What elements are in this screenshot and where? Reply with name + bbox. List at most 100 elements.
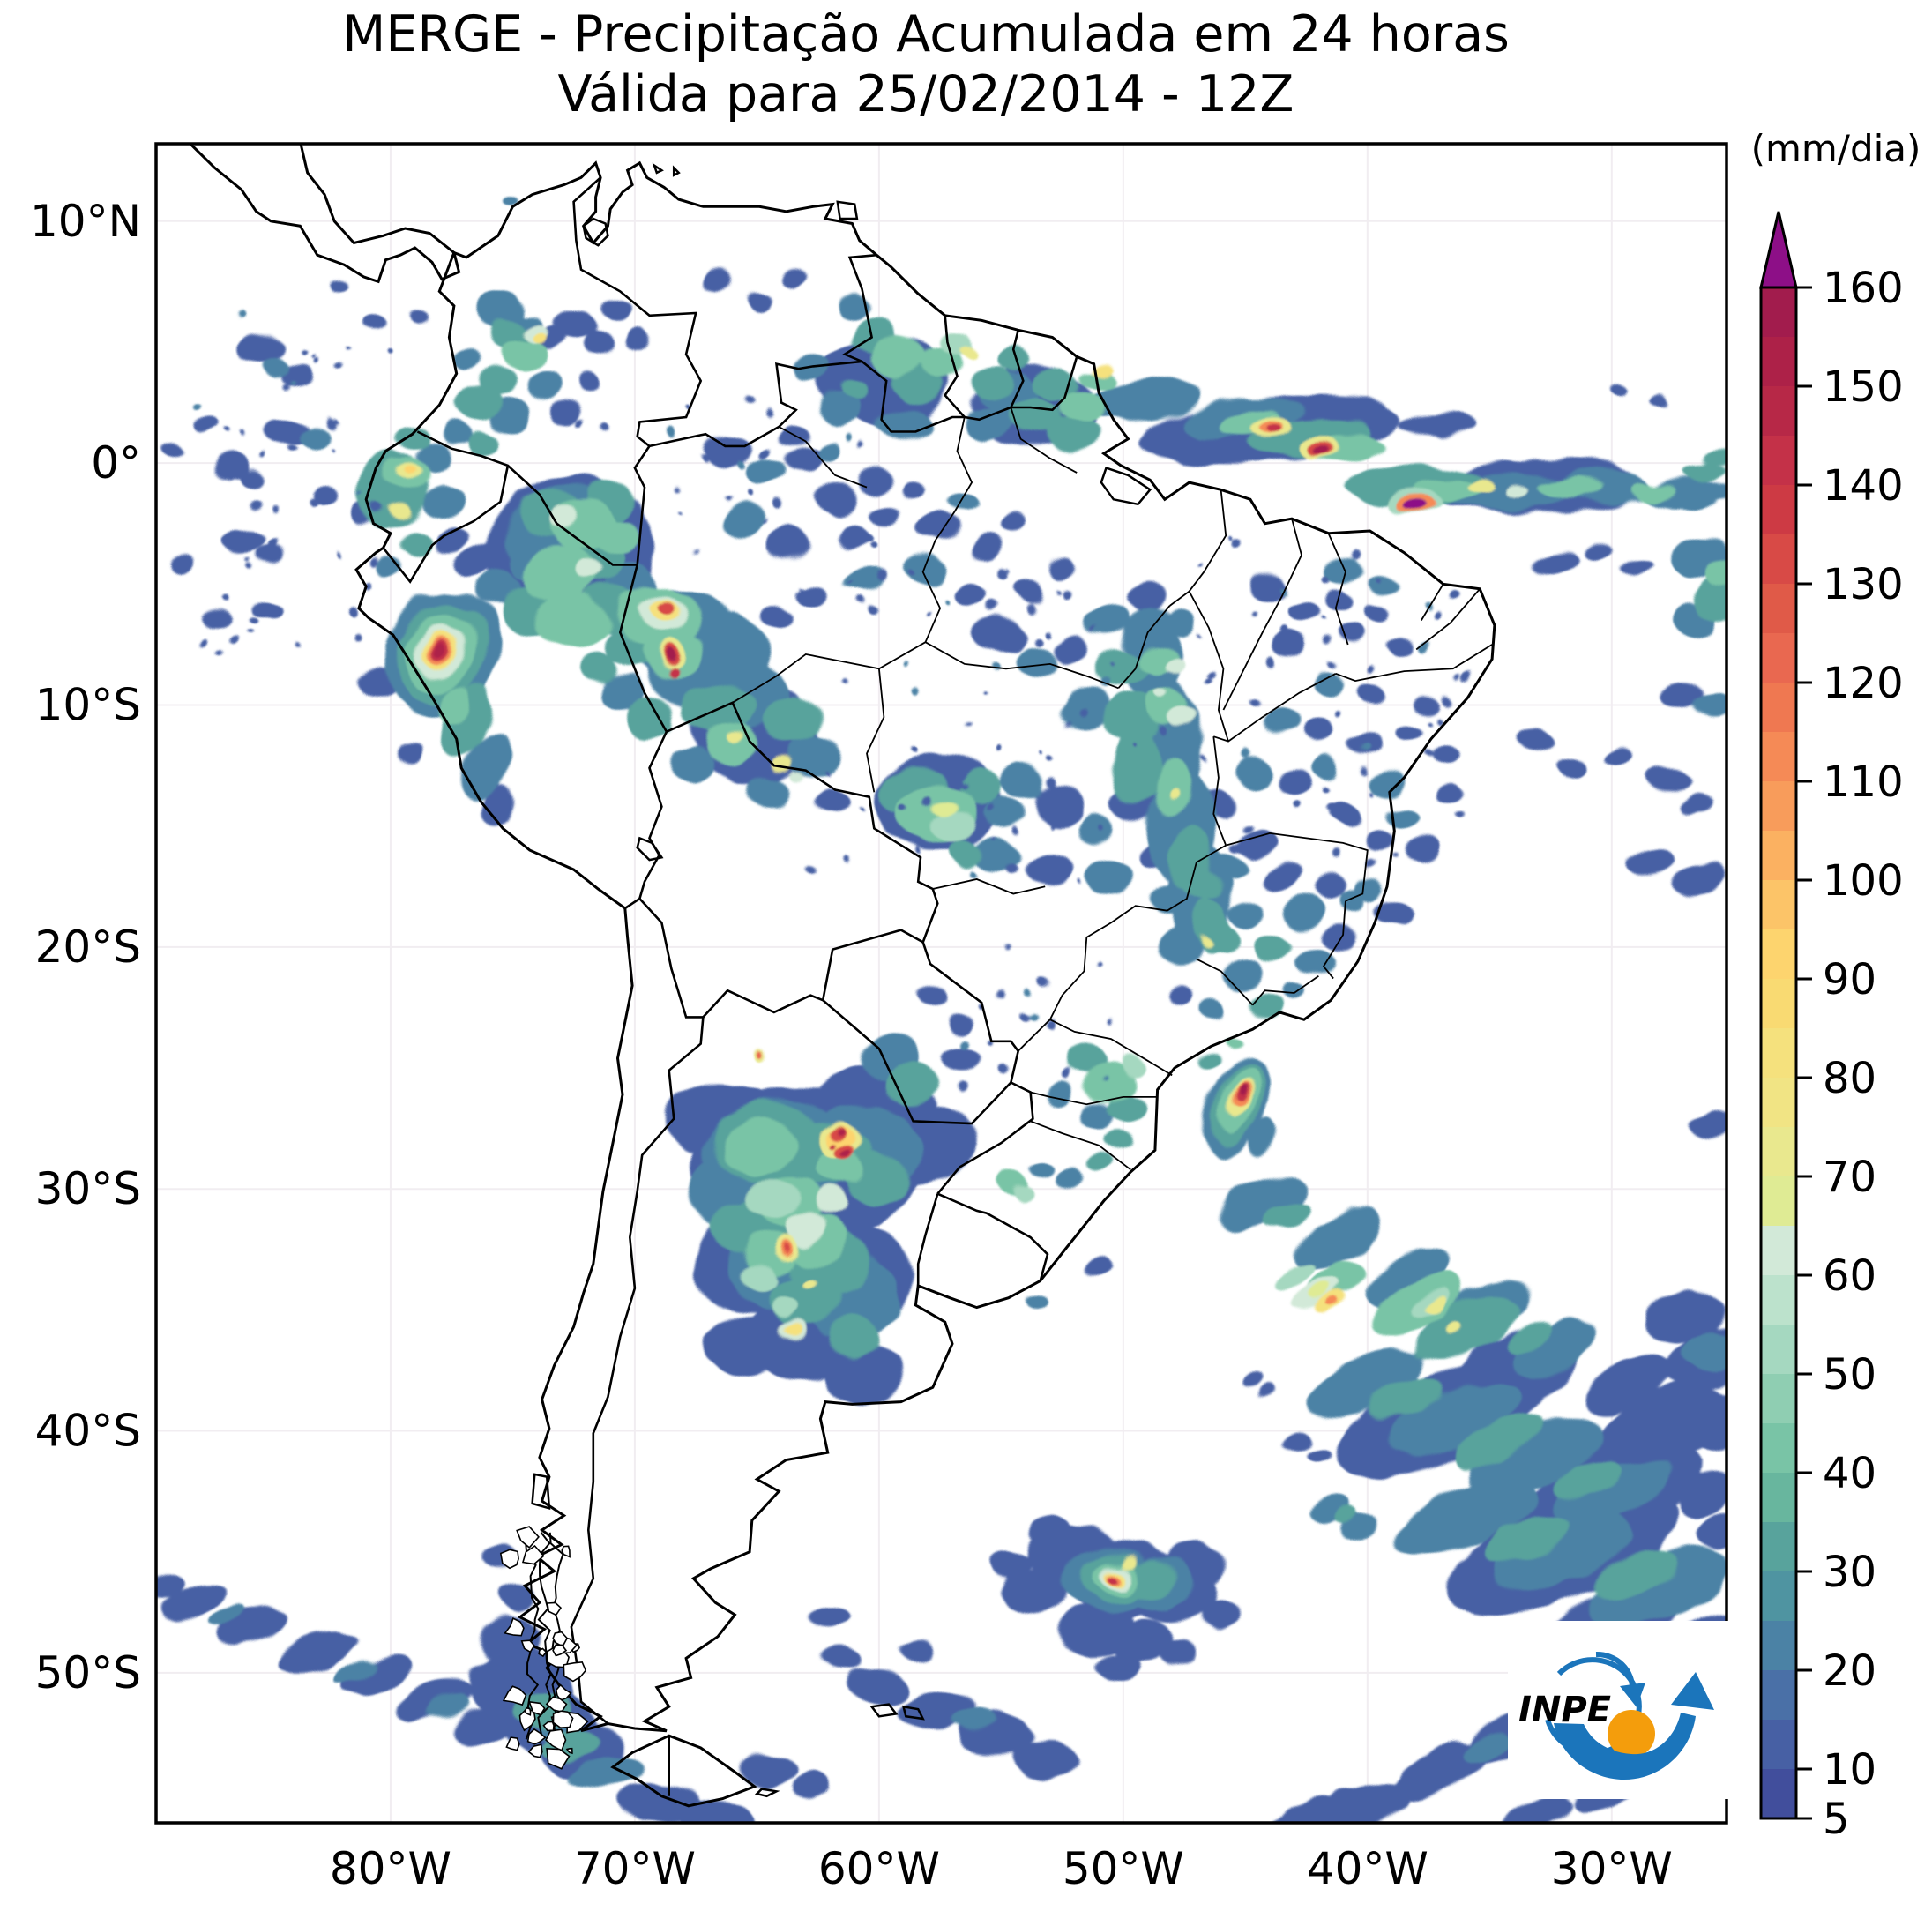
state-border [1415, 588, 1481, 651]
precip-speckle [576, 417, 584, 426]
colorbar-tick-label: 60 [1823, 1251, 1876, 1301]
precip-cell [1157, 690, 1173, 700]
precip-cell [1274, 1262, 1315, 1290]
precip-cell [1309, 1348, 1425, 1416]
precip-cell [1591, 1549, 1727, 1627]
colorbar: 510 20 30 40 50 60 70 80 90 100 110 120 130 140 150 160 [1759, 211, 1904, 1844]
precip-cell [500, 338, 545, 370]
precipitation-field [156, 193, 1727, 1823]
precip-cell [1249, 1116, 1276, 1154]
precip-cell [834, 1142, 841, 1148]
precip-cell [1586, 1355, 1672, 1415]
precip-speckle [953, 780, 961, 788]
fjord-islet [546, 1601, 563, 1616]
precip-speckle [1044, 624, 1052, 633]
precip-speckle [249, 555, 253, 560]
precip-cell [1626, 847, 1675, 873]
state-border [1010, 407, 1078, 474]
island-outline [869, 1703, 899, 1718]
precip-cell [1700, 1510, 1727, 1550]
precip-speckle [987, 804, 995, 812]
plot-frame [154, 142, 1728, 1825]
precip-cell [1460, 1415, 1544, 1466]
precip-cell [1119, 1055, 1147, 1076]
precip-speckle [600, 425, 609, 435]
precip-cell [958, 346, 976, 357]
precip-cell [761, 606, 796, 631]
precip-speckle [287, 379, 294, 386]
precip-cell [1080, 1101, 1113, 1128]
colorbar-tick-label: 160 [1823, 264, 1904, 313]
precip-cell [1152, 760, 1192, 819]
precip-cell [962, 407, 1011, 442]
precip-cell [817, 395, 862, 429]
precip-cell [403, 465, 414, 474]
precip-speckle [858, 601, 866, 608]
fjord-islet [526, 1728, 547, 1745]
country-border [572, 176, 703, 447]
precip-cell [533, 594, 609, 651]
state-border [866, 668, 885, 793]
precip-cell [1552, 1457, 1672, 1526]
precip-speckle [744, 394, 752, 402]
precip-cell [727, 731, 743, 743]
precip-cell [1063, 390, 1105, 425]
precip-speckle [257, 452, 265, 458]
orange-dot-icon [1608, 1710, 1655, 1758]
precip-cell [1048, 418, 1097, 455]
swoosh-arrow-icon [1554, 1713, 1696, 1780]
precip-speckle [982, 696, 987, 700]
precip-cell [600, 297, 630, 319]
precip-cell [1293, 1210, 1378, 1270]
tierra-del-fuego-coastline [610, 1734, 757, 1808]
precip-cell [874, 504, 904, 524]
country-border [944, 315, 966, 418]
precip-cell [1257, 1383, 1273, 1397]
precip-cell [456, 545, 496, 575]
state-border [1030, 1120, 1131, 1171]
fjord-islet [524, 1706, 532, 1716]
precip-cell [1102, 1128, 1130, 1149]
colorbar-segment [1761, 1670, 1796, 1720]
precip-cell [1004, 1570, 1066, 1611]
south-america-coastline [354, 160, 1496, 1733]
precip-cell [1089, 1153, 1114, 1172]
precip-speckle [1451, 594, 1462, 605]
state-border [925, 641, 1119, 690]
colorbar-segment [1761, 485, 1796, 534]
precip-cell [1053, 633, 1091, 661]
chart-title-line2: Válida para 25/02/2014 - 12Z [558, 65, 1294, 123]
precip-cell [1236, 827, 1274, 855]
colorbar-segment [1761, 337, 1796, 386]
lat-tick-label: 40°S [35, 1406, 141, 1457]
precip-cell [789, 735, 841, 777]
precip-speckle [1434, 611, 1443, 621]
precip-speckle [323, 416, 333, 428]
precip-cell [786, 448, 821, 474]
precip-cell [1633, 481, 1678, 498]
precip-speckle [843, 437, 851, 444]
precip-cell [1309, 1444, 1333, 1461]
precip-speckle [1093, 630, 1100, 636]
precip-speckle [350, 607, 362, 618]
precip-cell [1349, 733, 1382, 755]
precip-cell [1442, 1325, 1459, 1338]
precip-speckle [1000, 986, 1008, 994]
precip-cell [1473, 1417, 1603, 1493]
precip-cell [329, 1660, 375, 1681]
state-border [932, 878, 1046, 895]
precip-cell [1197, 922, 1240, 953]
precip-cell [195, 419, 220, 435]
spiral-arrowhead-icon [1620, 1683, 1645, 1707]
precip-cell [845, 1150, 854, 1158]
precip-cell [680, 1798, 756, 1823]
precip-cell [521, 546, 597, 602]
precip-cell [1283, 897, 1325, 929]
precip-speckle [302, 343, 309, 350]
precip-cell [817, 482, 862, 512]
state-border [1168, 489, 1227, 607]
colorbar-segment [1761, 1522, 1796, 1571]
precip-speckle [1056, 585, 1061, 590]
colorbar-tick-label: 130 [1823, 560, 1904, 609]
precip-speckle [1027, 600, 1037, 609]
